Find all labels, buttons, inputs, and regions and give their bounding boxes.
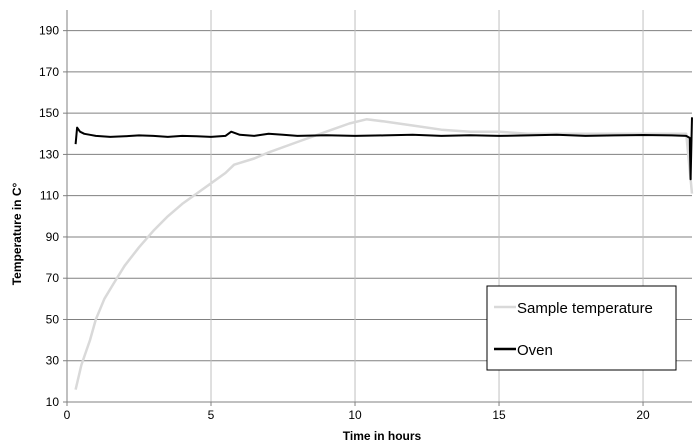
tick-label-x-5: 5 (208, 408, 215, 422)
gridlines (67, 10, 692, 402)
tick-label-y-30: 30 (46, 354, 60, 368)
tick-label-y-190: 190 (39, 24, 59, 38)
tick-labels: 10 30 50 70 90 110 130 150 170 190 0 5 10 15 20 (39, 24, 650, 422)
tick-label-y-110: 110 (40, 189, 59, 203)
tick-label-x-10: 10 (348, 408, 362, 422)
legend-label-sample-temperature: Sample temperature (517, 300, 653, 317)
legend: Sample temperature Oven (486, 285, 677, 371)
series-line-oven (74, 117, 693, 181)
tick-label-y-150: 150 (39, 106, 59, 120)
legend-label-oven: Oven (517, 342, 553, 359)
tick-label-y-50: 50 (46, 312, 60, 326)
x-axis-title: Time in hours (343, 429, 422, 441)
series-layer (74, 117, 694, 390)
tick-label-y-10: 10 (46, 395, 60, 409)
series-line-sample-temperature (74, 118, 694, 390)
tick-label-x-20: 20 (636, 408, 650, 422)
tick-label-y-90: 90 (46, 230, 60, 244)
legend-box (486, 285, 677, 371)
tick-label-x-15: 15 (492, 408, 506, 422)
tick-label-y-70: 70 (46, 271, 60, 285)
tick-label-x-0: 0 (64, 408, 71, 422)
tick-label-y-170: 170 (39, 65, 59, 79)
tick-label-y-130: 130 (39, 147, 59, 161)
y-axis-title: Temperature in C° (10, 183, 24, 286)
